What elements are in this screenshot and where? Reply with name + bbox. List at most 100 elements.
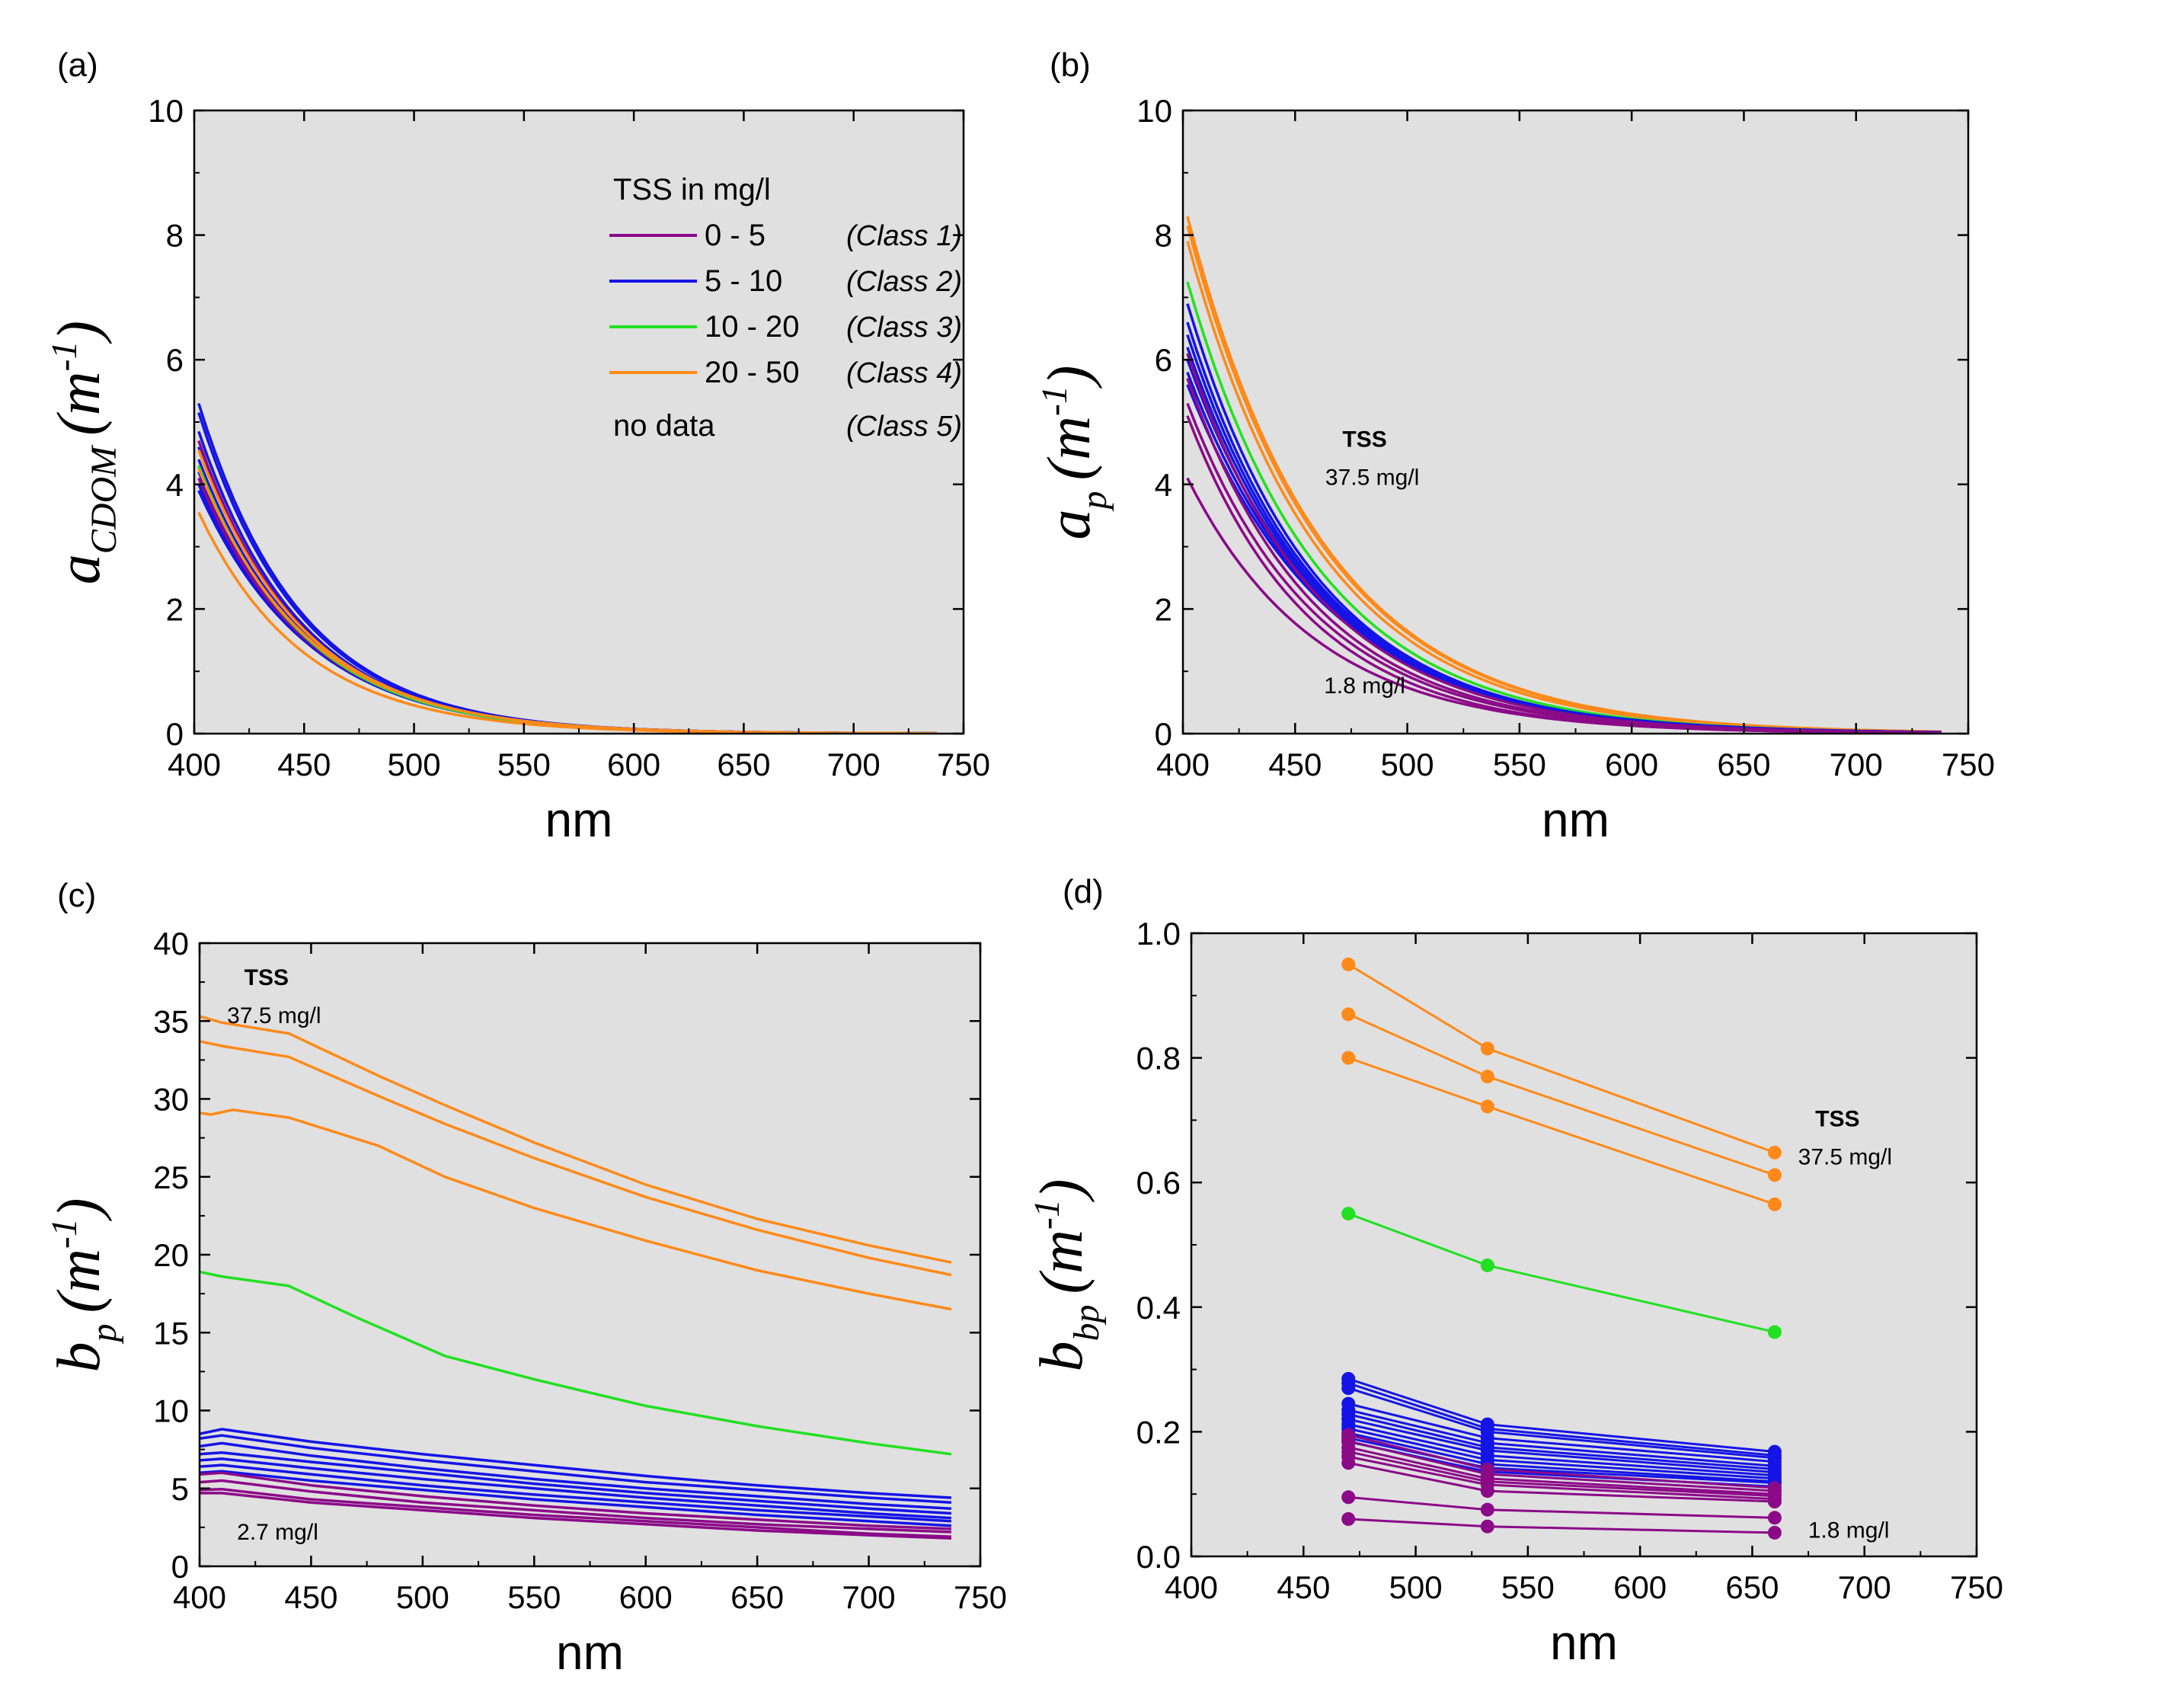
- panel-label: (a): [57, 46, 98, 84]
- series-group-b: [1186, 216, 1942, 734]
- y-tick-label: 10: [153, 1393, 189, 1429]
- data-point-class1: [1767, 1511, 1782, 1525]
- data-point-class1: [1480, 1519, 1494, 1534]
- data-point-class3: [1341, 1207, 1356, 1221]
- x-axis-label: nm: [1542, 792, 1609, 847]
- x-tick-label: 700: [1830, 747, 1883, 782]
- y-label-main: a: [46, 554, 113, 584]
- legend-range: 5 - 10: [705, 264, 782, 298]
- y-tick-label: 2: [1155, 591, 1172, 627]
- series-line-class2: [200, 1451, 952, 1515]
- legend-title: TSS in mg/l: [613, 173, 771, 206]
- annotation-title: TSS: [1342, 427, 1386, 453]
- x-tick-label: 500: [1389, 1569, 1443, 1605]
- y-tick-label: 40: [153, 926, 189, 961]
- x-tick-label: 500: [388, 747, 441, 782]
- y-tick-label: 0.8: [1136, 1041, 1181, 1076]
- data-point-class4: [1480, 1070, 1494, 1084]
- panel-d: 400 450 500 550 600 650 700 750 0.0 0.2 0.4 0.6 0.8 1…: [1027, 873, 2003, 1670]
- y-tick-label: 0.6: [1136, 1165, 1181, 1201]
- y-label-superscript: -1: [1027, 1199, 1067, 1230]
- annotation-value: 37.5 mg/l: [1798, 1145, 1892, 1170]
- y-tick-label: 4: [166, 467, 184, 503]
- x-tick-label: 650: [730, 1579, 784, 1615]
- y-axis-label: ap (m-1): [1034, 365, 1114, 539]
- x-tick-label: 450: [1268, 747, 1322, 782]
- legend-range: 10 - 20: [705, 310, 800, 344]
- panel-label: (c): [57, 877, 96, 914]
- series-line-class2: [200, 1457, 951, 1520]
- data-point-class1: [1341, 1490, 1356, 1505]
- x-tick-label: 750: [1950, 1569, 2003, 1605]
- data-point-class4: [1341, 1051, 1356, 1065]
- annotation-value: 1.8 mg/l: [1324, 673, 1405, 699]
- data-point-class1: [1767, 1525, 1782, 1540]
- data-point-class4: [1480, 1099, 1494, 1114]
- x-tick-label: 500: [1381, 747, 1434, 782]
- x-axis-label: nm: [545, 792, 613, 847]
- y-axis-label: aCDOM (m-1): [44, 321, 124, 584]
- x-tick-label: 550: [1493, 747, 1546, 782]
- x-axis-label: nm: [556, 1625, 624, 1680]
- y-label-main: a: [1036, 510, 1103, 540]
- y-label-unit: (m: [46, 1249, 113, 1313]
- legend-range: no data: [613, 409, 715, 443]
- legend-range: 20 - 50: [705, 356, 800, 389]
- annotation-title: TSS: [1815, 1107, 1859, 1132]
- legend-range: 0 - 5: [705, 219, 766, 252]
- x-tick-label: 750: [954, 1579, 1007, 1615]
- y-tick-label: 5: [171, 1471, 189, 1507]
- panel-label: (b): [1050, 46, 1091, 84]
- plot-area-d: [1191, 933, 1977, 1556]
- x-tick-label: 650: [1725, 1569, 1779, 1605]
- plot-area-a: [194, 110, 964, 734]
- x-tick-label: 400: [173, 1579, 226, 1615]
- series-line-class4: [200, 1015, 952, 1264]
- y-label-superscript: -1: [1034, 385, 1075, 416]
- annotation-title: TSS: [245, 965, 289, 990]
- series-line-class2: [200, 1434, 952, 1504]
- y-label-subscript: CDOM: [84, 444, 124, 554]
- x-tick-label: 700: [842, 1579, 896, 1615]
- series-line-class1: [200, 1479, 951, 1534]
- x-tick-label: 700: [1838, 1569, 1891, 1605]
- y-tick-label: 6: [166, 342, 184, 378]
- legend-class: (Class 4): [846, 357, 962, 389]
- y-tick-label: 10: [1136, 93, 1172, 129]
- y-tick-label: 1.0: [1136, 916, 1181, 952]
- panel-a: 400 450 500 550 600 650 700 750 0 2 4 6 8 10 (a) nm aCDO…: [44, 46, 990, 847]
- y-tick-label: 15: [153, 1315, 189, 1351]
- series-line-class2: [200, 1441, 951, 1511]
- x-tick-label: 550: [1501, 1569, 1555, 1605]
- x-tick-label: 400: [1165, 1569, 1218, 1605]
- data-point-class4: [1767, 1145, 1782, 1159]
- series-line-class4: [200, 1108, 952, 1311]
- y-tick-label: 4: [1155, 467, 1172, 503]
- y-tick-label: 10: [148, 93, 184, 129]
- series-group-c: [200, 1015, 952, 1540]
- x-tick-label: 500: [396, 1579, 449, 1615]
- data-point-class1: [1480, 1484, 1494, 1498]
- legend-class: (Class 1): [846, 220, 962, 252]
- y-tick-label: 0: [171, 1549, 189, 1585]
- y-label-subscript: bp: [1066, 1305, 1107, 1342]
- y-tick-label: 8: [166, 218, 184, 254]
- plot-area-c: [200, 943, 980, 1566]
- y-tick-label: 6: [1155, 342, 1172, 378]
- x-tick-label: 550: [507, 1579, 561, 1615]
- x-tick-label: 400: [1156, 747, 1210, 782]
- y-tick-label: 30: [153, 1082, 189, 1118]
- x-tick-label: 450: [1277, 1569, 1330, 1605]
- data-point-class1: [1341, 1511, 1356, 1526]
- x-tick-label: 750: [937, 747, 990, 782]
- annotation-value: 1.8 mg/l: [1808, 1518, 1890, 1543]
- y-label-close: ): [46, 1198, 113, 1221]
- x-tick-label: 600: [1613, 1569, 1667, 1605]
- y-tick-label: 35: [153, 1003, 189, 1039]
- y-label-superscript: -1: [44, 341, 85, 371]
- y-tick-label: 0.4: [1136, 1290, 1181, 1326]
- data-point-class2: [1341, 1381, 1356, 1396]
- y-tick-label: 8: [1155, 218, 1172, 254]
- y-label-subscript: p: [1074, 491, 1114, 512]
